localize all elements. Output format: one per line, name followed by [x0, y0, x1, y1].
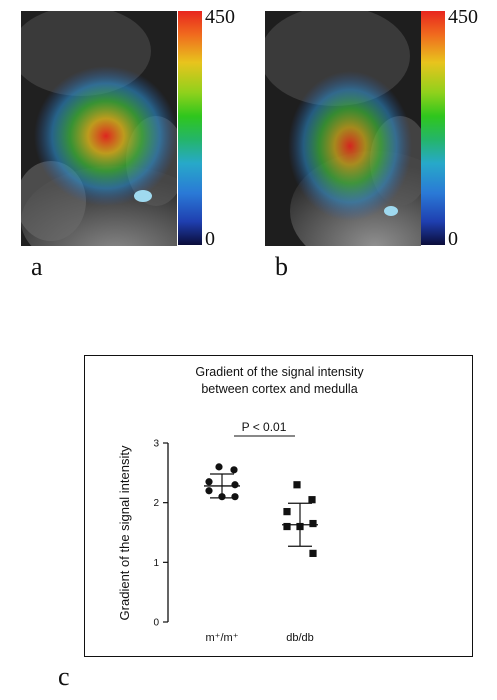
- panel-label-c: c: [58, 662, 70, 691]
- mri-image-b: [265, 11, 421, 246]
- chart-frame: [84, 355, 473, 657]
- data-point-0-1: [230, 466, 238, 474]
- y-axis-label: Gradient of the signal intensity: [117, 445, 132, 620]
- y-tick-label-0: 0: [153, 618, 159, 629]
- data-point-1-0: [293, 481, 301, 489]
- colorbar-b: [421, 11, 445, 245]
- mri-image-a: [21, 11, 177, 246]
- data-point-0-5: [218, 493, 226, 501]
- x-category-label-1: db/db: [286, 632, 314, 644]
- data-point-0-4: [205, 487, 213, 495]
- colorbar-a: [178, 11, 202, 245]
- data-point-0-0: [215, 463, 223, 471]
- y-tick-label-1: 1: [153, 558, 159, 569]
- mri-heatmap-b: [265, 11, 421, 246]
- colorbar-max-label-a: 450: [205, 6, 235, 28]
- data-point-1-2: [283, 508, 291, 516]
- panel-label-b: b: [275, 252, 288, 281]
- colorbar-min-label-a: 0: [205, 228, 215, 250]
- data-point-1-1: [308, 496, 316, 504]
- panel-label-a: a: [31, 252, 43, 281]
- mri-heatmap-a: [21, 11, 177, 246]
- data-point-1-4: [283, 522, 291, 531]
- data-point-0-6: [231, 493, 239, 501]
- x-category-label-0: m⁺/m⁺: [206, 632, 239, 644]
- chart-title-line2: between cortex and medulla: [201, 382, 358, 396]
- significance-label: P < 0.01: [242, 420, 287, 434]
- y-tick-label-3: 3: [153, 439, 159, 450]
- colorbar-min-label-b: 0: [448, 228, 458, 250]
- data-point-0-2: [205, 478, 213, 486]
- data-point-1-6: [309, 549, 317, 557]
- data-point-1-5: [296, 522, 304, 531]
- chart-title-line1: Gradient of the signal intensity: [195, 365, 364, 379]
- y-tick-label-2: 2: [153, 498, 159, 509]
- scatter-chart: Gradient of the signal intensity P < 0.0…: [117, 420, 318, 644]
- data-point-0-3: [231, 481, 239, 489]
- colorbar-max-label-b: 450: [448, 6, 478, 28]
- data-point-1-3: [309, 519, 317, 528]
